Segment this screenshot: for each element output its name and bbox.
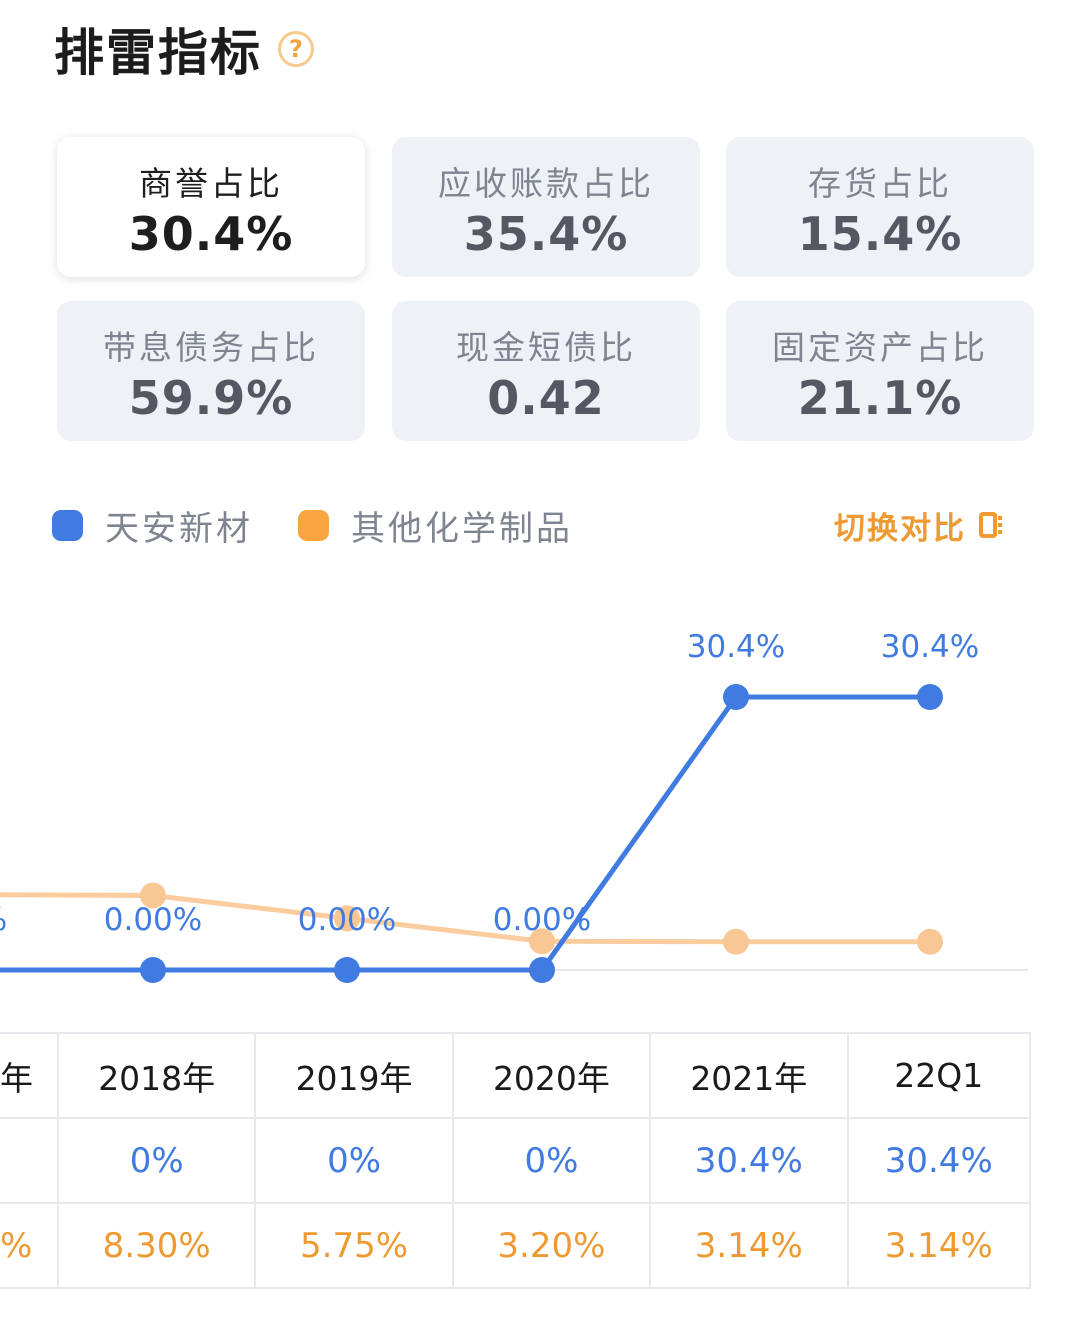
table-header-cell: 2018年	[56, 1032, 257, 1119]
table-header-cell: 22Q1	[846, 1032, 1031, 1119]
table-header-cell: 年	[0, 1032, 59, 1119]
legend-item-industry: 其他化学制品	[298, 500, 573, 550]
table-header-cell: 2021年	[649, 1032, 849, 1119]
metric-card-receivables[interactable]: 应收账款占比 35.4%	[392, 137, 700, 277]
metric-card-inventory[interactable]: 存货占比 15.4%	[726, 137, 1034, 277]
data-point-industry	[140, 882, 166, 909]
series-line-company	[0, 694, 930, 973]
metric-label: 带息债务占比	[103, 328, 319, 367]
data-label-company: 30.4%	[881, 629, 979, 665]
metric-label: 固定资产占比	[772, 328, 988, 367]
metric-label: 存货占比	[808, 164, 952, 203]
table-cell	[0, 1117, 59, 1204]
data-table: 年 2018年 2019年 2020年 2021年 22Q1 0% 0% 0% …	[0, 1032, 1031, 1289]
data-point-industry	[529, 928, 555, 955]
legend-label: 天安新材	[105, 508, 253, 549]
metric-label: 应收账款占比	[438, 164, 654, 203]
metric-card-interest-debt[interactable]: 带息债务占比 59.9%	[57, 301, 365, 441]
switch-compare-button[interactable]: 切换对比	[834, 500, 1012, 550]
legend-dot-orange	[298, 509, 329, 541]
table-cell: 0%	[451, 1117, 652, 1204]
switch-compare-label: 切换对比	[834, 510, 966, 547]
table-cell: 3.20%	[451, 1202, 652, 1289]
data-point-company	[723, 684, 749, 710]
data-label-company: 0.00%	[298, 902, 396, 938]
table-cell: 5.75%	[254, 1202, 454, 1289]
table-cell: 30.4%	[846, 1117, 1031, 1204]
data-point-industry	[723, 928, 749, 955]
table-cell: 0%	[56, 1117, 257, 1204]
metric-label: 商誉占比	[139, 164, 283, 203]
data-label-company: 30.4%	[687, 629, 785, 665]
table-header-row: 年 2018年 2019年 2020年 2021年 22Q1	[0, 1032, 1031, 1119]
series-line-industry	[0, 892, 930, 945]
metric-label: 现金短债比	[456, 328, 636, 367]
data-point-industry	[334, 905, 360, 932]
title-row: 排雷指标 ?	[54, 14, 314, 84]
switch-compare-icon	[978, 508, 1012, 542]
table-cell: 0%	[254, 1117, 454, 1204]
metric-value: 0.42	[487, 371, 605, 425]
table-cell: 30.4%	[649, 1117, 849, 1204]
line-chart: 0.00% 0.00% 0.00% 0.00% 30.4% 30.4%	[0, 629, 1028, 983]
legend-item-company: 天安新材	[52, 500, 253, 550]
data-label-company: 0.00%	[0, 902, 7, 938]
metric-card-goodwill[interactable]: 商誉占比 30.4%	[57, 137, 365, 277]
metric-value: 15.4%	[797, 207, 963, 261]
metric-value: 21.1%	[797, 371, 963, 425]
data-point-company	[529, 957, 555, 983]
metric-card-fixed-assets[interactable]: 固定资产占比 21.1%	[726, 301, 1034, 441]
legend-dot-blue	[52, 509, 83, 541]
table-cell: 8.30%	[56, 1202, 257, 1289]
table-row: 0% 0% 0% 30.4% 30.4%	[0, 1117, 1031, 1204]
legend-label: 其他化学制品	[351, 508, 573, 549]
metric-value: 35.4%	[463, 207, 629, 261]
table-header-cell: 2020年	[451, 1032, 652, 1119]
table-header-cell: 2019年	[254, 1032, 454, 1119]
data-point-company	[334, 957, 360, 983]
metric-value: 30.4%	[128, 207, 294, 261]
data-label-company: 0.00%	[104, 902, 202, 938]
metric-card-cash-ratio[interactable]: 现金短债比 0.42	[392, 301, 700, 441]
data-point-company	[917, 684, 943, 710]
data-label-company: 0.00%	[493, 902, 591, 938]
table-cell: 3.14%	[846, 1202, 1031, 1289]
metric-value: 59.9%	[128, 371, 294, 425]
table-row: % 8.30% 5.75% 3.20% 3.14% 3.14%	[0, 1202, 1031, 1289]
table-cell: 3.14%	[649, 1202, 849, 1289]
page-title: 排雷指标	[54, 24, 262, 82]
chart-legend: 天安新材 其他化学制品 切换对比	[52, 500, 1012, 550]
data-point-company	[140, 957, 166, 983]
help-icon[interactable]: ?	[278, 31, 314, 67]
data-point-industry	[917, 928, 943, 955]
table-cell: %	[0, 1202, 59, 1289]
